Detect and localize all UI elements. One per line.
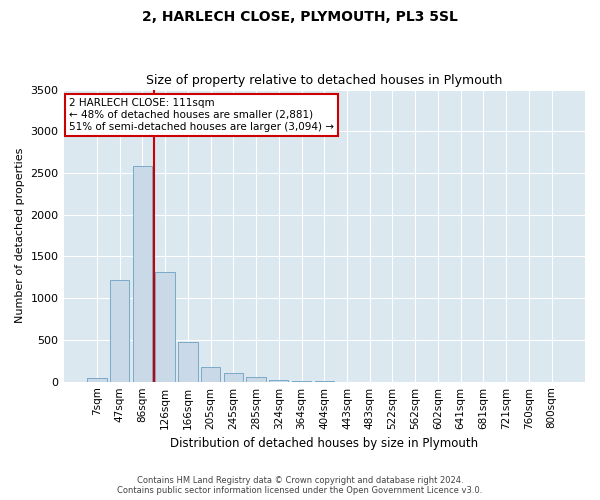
Bar (110, 280, 130, 382)
Bar (269, 380, 289, 382)
Y-axis label: Number of detached properties: Number of detached properties (15, 148, 25, 324)
Title: Size of property relative to detached houses in Plymouth: Size of property relative to detached ho… (146, 74, 502, 87)
Bar (133, 166, 152, 382)
Text: Contains HM Land Registry data © Crown copyright and database right 2024.
Contai: Contains HM Land Registry data © Crown c… (118, 476, 482, 495)
Text: 2, HARLECH CLOSE, PLYMOUTH, PL3 5SL: 2, HARLECH CLOSE, PLYMOUTH, PL3 5SL (142, 10, 458, 24)
Bar (224, 374, 243, 382)
Bar (178, 342, 197, 382)
Bar (292, 381, 311, 382)
Text: 2 HARLECH CLOSE: 111sqm
← 48% of detached houses are smaller (2,881)
51% of semi: 2 HARLECH CLOSE: 111sqm ← 48% of detache… (69, 98, 334, 132)
Bar (247, 377, 266, 382)
Bar (201, 367, 220, 382)
X-axis label: Distribution of detached houses by size in Plymouth: Distribution of detached houses by size … (170, 437, 478, 450)
Bar (87, 378, 107, 382)
Bar (155, 272, 175, 382)
